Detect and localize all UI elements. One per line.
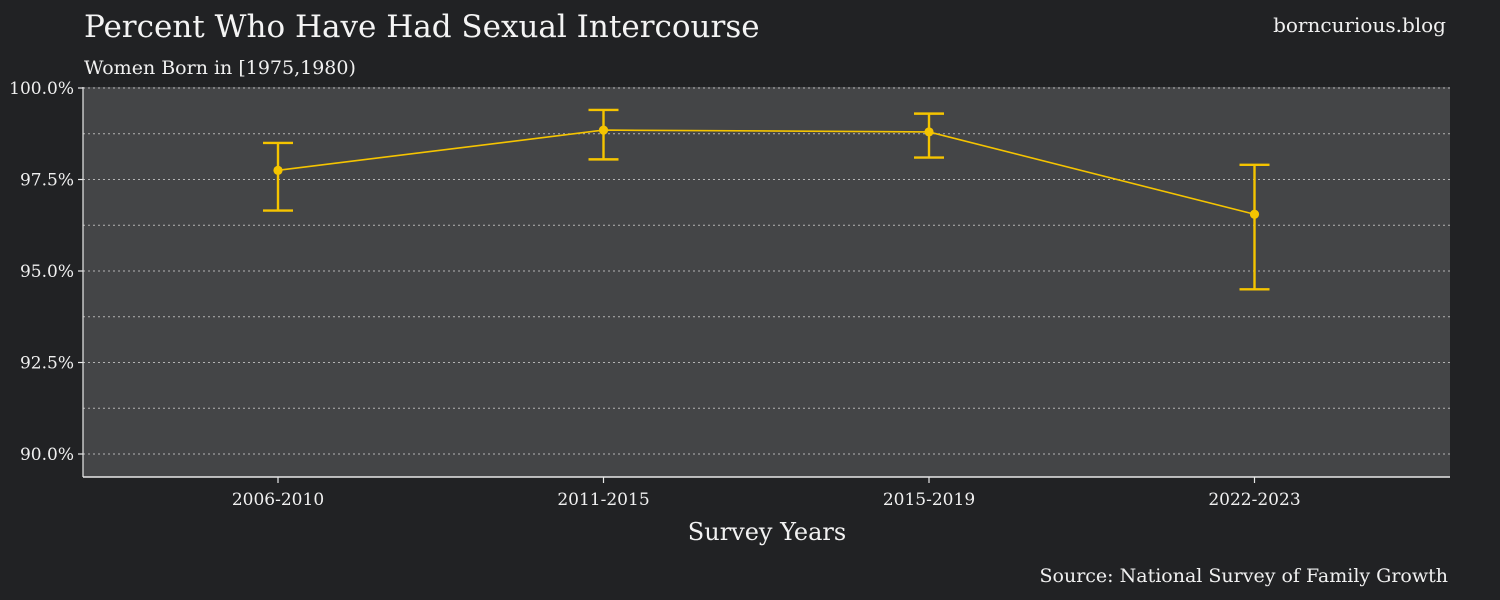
y-tick-label: 90.0% <box>20 445 74 465</box>
x-tick-label: 2015-2019 <box>883 490 975 510</box>
label-layer: 90.0% 92.5% 95.0% 97.5% 100.0% 2006-2010 2011-… <box>9 79 1300 510</box>
chart-title: Percent Who Have Had Sexual Intercourse <box>84 9 760 45</box>
data-point <box>273 165 283 175</box>
series-line <box>277 129 1255 216</box>
y-tick-label: 97.5% <box>20 171 74 191</box>
data-point <box>598 125 609 135</box>
y-tick-label: 95.0% <box>20 262 74 282</box>
axis-layer <box>78 87 1450 483</box>
y-tick-label: 100.0% <box>9 79 74 99</box>
series-layer <box>263 108 1270 291</box>
x-tick-label: 2022-2023 <box>1208 490 1300 510</box>
y-tick-label: 92.5% <box>20 354 74 374</box>
x-tick-label: 2011-2015 <box>557 490 649 510</box>
chart-subtitle: Women Born in [1975,1980) <box>84 57 356 79</box>
watermark: borncurious.blog <box>1273 13 1446 37</box>
data-point <box>1249 209 1260 219</box>
x-tick-label: 2006-2010 <box>232 490 324 510</box>
x-axis-title: Survey Years <box>688 518 846 546</box>
source-note: Source: National Survey of Family Growth <box>1040 565 1448 587</box>
data-point <box>924 127 934 137</box>
plot-background <box>83 87 1450 477</box>
